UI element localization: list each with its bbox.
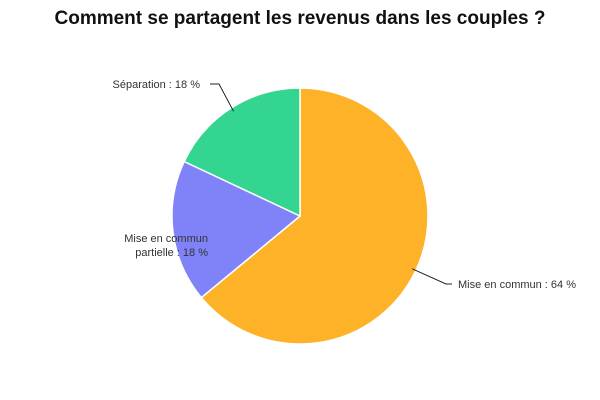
leader-line-0 <box>411 268 452 285</box>
pie-slice-1 <box>171 160 302 299</box>
pie-slices <box>171 87 429 345</box>
slice-label-2: Séparation : 18 % <box>113 79 201 91</box>
slice-label-1: Mise en commun partielle : 18 % <box>124 233 208 259</box>
slice-labels: Mise en commun : 64 % Mise en commun parti… <box>113 79 577 291</box>
slice-label-0: Mise en commun : 64 % <box>458 279 576 291</box>
leader-line-2 <box>210 83 234 112</box>
leader-lines <box>210 83 452 285</box>
chart-title: Comment se partagent les revenus dans le… <box>54 8 546 29</box>
